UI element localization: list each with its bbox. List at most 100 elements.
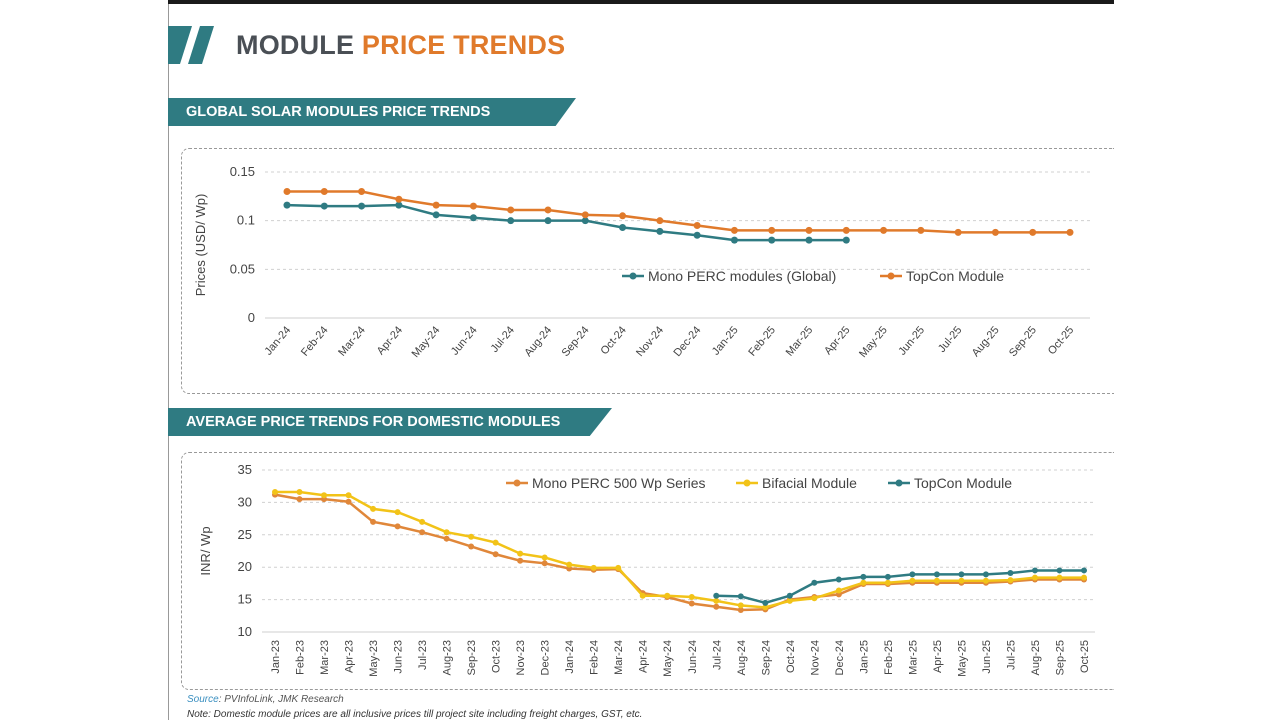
y-tick-label: 25 xyxy=(238,527,252,542)
title-part1: MODULE xyxy=(236,30,355,60)
chart-1: 10 15 20 25 30 35 INR/ Wp Jan-23 Feb-23 Mar-23 Apr… xyxy=(198,462,1095,677)
data-point xyxy=(860,579,867,586)
x-tick-label: Dec-24 xyxy=(834,640,846,675)
data-point xyxy=(737,593,744,600)
legend-marker xyxy=(895,479,903,487)
data-point xyxy=(664,592,671,599)
x-tick-label: Oct-25 xyxy=(1079,640,1091,673)
data-point xyxy=(581,217,589,225)
data-point xyxy=(786,597,793,604)
data-point xyxy=(1031,574,1038,581)
data-point xyxy=(1029,228,1037,236)
data-point xyxy=(639,592,646,599)
x-tick-label: May-25 xyxy=(956,640,968,677)
x-tick-label: Mar-24 xyxy=(336,324,368,358)
data-point xyxy=(909,577,916,584)
source-text: : PVInfoLink, JMK Research xyxy=(218,694,344,705)
x-tick-label: Jul-24 xyxy=(489,324,517,355)
data-point xyxy=(991,228,999,236)
chart-frame-global xyxy=(181,148,1114,394)
x-tick-label: Jun-23 xyxy=(393,640,405,674)
x-tick-label: May-24 xyxy=(662,640,674,677)
x-tick-label: Sep-23 xyxy=(466,640,478,675)
x-tick-label: Mar-25 xyxy=(784,324,816,358)
data-point xyxy=(933,571,940,578)
x-tick-label: Oct-24 xyxy=(598,324,628,357)
data-point xyxy=(394,523,401,530)
data-point xyxy=(1066,228,1074,236)
x-tick-label: Aug-25 xyxy=(1030,640,1042,675)
data-point xyxy=(469,202,477,210)
series-line xyxy=(286,203,847,242)
data-point xyxy=(958,577,965,584)
data-point xyxy=(737,606,744,613)
x-tick-label: Jan-24 xyxy=(564,640,576,674)
data-point xyxy=(1081,574,1087,581)
footnote: Note: Domestic module prices are all inc… xyxy=(187,709,643,720)
data-point xyxy=(958,571,965,578)
x-tick-label: Jul-25 xyxy=(936,324,964,355)
data-point xyxy=(835,576,842,583)
x-tick-label: Jan-23 xyxy=(270,640,282,674)
data-point xyxy=(1056,567,1063,574)
x-tick-label: May-24 xyxy=(410,324,443,360)
x-tick-label: Aug-24 xyxy=(522,324,554,359)
series-line xyxy=(716,569,1084,605)
x-tick-label: Jun-25 xyxy=(896,324,927,357)
data-point xyxy=(619,212,627,220)
legend-marker xyxy=(887,272,895,280)
series-line xyxy=(274,493,1084,612)
data-point xyxy=(590,564,597,571)
data-point xyxy=(811,595,818,602)
data-point xyxy=(835,587,842,594)
data-point xyxy=(443,529,450,536)
data-point xyxy=(933,577,940,584)
x-tick-label: Apr-24 xyxy=(375,324,405,357)
data-point xyxy=(370,505,377,512)
data-point xyxy=(880,226,888,234)
legend-label: TopCon Module xyxy=(914,475,1012,491)
data-point xyxy=(693,231,701,239)
data-point xyxy=(419,529,426,536)
data-point xyxy=(842,226,850,234)
x-tick-label: Sep-24 xyxy=(560,324,592,359)
x-tick-label: Nov-24 xyxy=(809,640,821,675)
data-point xyxy=(517,550,524,557)
x-tick-label: Aug-25 xyxy=(970,324,1002,359)
data-point xyxy=(768,236,776,244)
y-tick-label: 0.15 xyxy=(230,164,255,179)
data-point xyxy=(730,236,738,244)
series-line xyxy=(287,190,1070,234)
x-tick-label: Aug-23 xyxy=(442,640,454,675)
data-point xyxy=(544,217,552,225)
data-point xyxy=(1031,567,1038,574)
x-tick-label: Aug-24 xyxy=(736,640,748,675)
data-point xyxy=(296,489,303,496)
section-header-global: GLOBAL SOLAR MODULES PRICE TRENDS xyxy=(168,98,576,126)
data-point xyxy=(566,561,573,568)
x-tick-label: Dec-23 xyxy=(540,640,552,675)
section-header-domestic: AVERAGE PRICE TRENDS FOR DOMESTIC MODULE… xyxy=(168,408,612,436)
y-axis-label: Prices (USD/ Wp) xyxy=(193,194,208,297)
data-point xyxy=(811,579,818,586)
data-point xyxy=(1081,567,1087,574)
x-tick-label: Nov-23 xyxy=(515,640,527,675)
data-point xyxy=(395,201,403,209)
x-tick-label: Jan-25 xyxy=(710,324,741,357)
top-bar xyxy=(168,0,1114,4)
data-point xyxy=(762,604,769,611)
data-point xyxy=(443,535,450,542)
chart-frame-domestic xyxy=(181,452,1114,690)
data-point xyxy=(370,518,377,525)
data-point xyxy=(982,571,989,578)
data-point xyxy=(468,543,475,550)
data-point xyxy=(432,211,440,219)
x-tick-label: Jan-25 xyxy=(858,640,870,674)
x-tick-label: Feb-24 xyxy=(589,640,601,675)
legend-label: Bifacial Module xyxy=(762,475,857,491)
page-title: MODULE PRICE TRENDS xyxy=(236,30,565,61)
data-point xyxy=(394,509,401,516)
data-point xyxy=(805,226,813,234)
data-point xyxy=(688,600,695,607)
